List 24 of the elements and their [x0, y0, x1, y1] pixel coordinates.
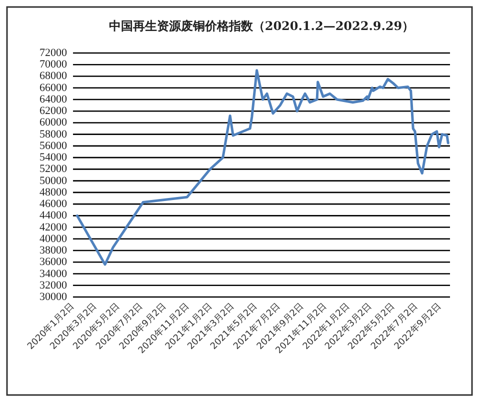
y-tick-label: 72000 [40, 47, 68, 59]
y-tick-label: 50000 [40, 174, 68, 187]
y-tick-label: 34000 [40, 268, 68, 280]
y-tick-label: 54000 [40, 152, 68, 164]
y-tick-label: 56000 [40, 140, 68, 152]
y-tick-label: 48000 [40, 186, 68, 198]
y-tick-label: 46000 [40, 198, 68, 210]
y-tick-label: 70000 [40, 58, 68, 71]
y-tick-label: 66000 [40, 82, 68, 94]
y-tick-label: 52000 [40, 163, 68, 176]
y-tick-label: 42000 [40, 221, 68, 234]
y-tick-label: 60000 [40, 116, 68, 129]
y-tick-label: 30000 [40, 291, 68, 303]
y-tick-label: 36000 [40, 256, 68, 268]
line-series [76, 69, 450, 266]
y-tick-label: 32000 [40, 279, 68, 292]
y-tick-label: 40000 [40, 232, 68, 245]
y-tick-label: 58000 [40, 128, 68, 140]
y-tick-label: 64000 [40, 93, 68, 106]
y-tick-label: 44000 [40, 210, 68, 222]
y-tick-label: 68000 [40, 70, 68, 82]
chart-title: 中国再生资源废铜价格指数（2020.1.2—2022.9.29） [108, 19, 414, 33]
y-tick-label: 38000 [40, 244, 68, 257]
y-tick-label: 62000 [40, 105, 68, 118]
